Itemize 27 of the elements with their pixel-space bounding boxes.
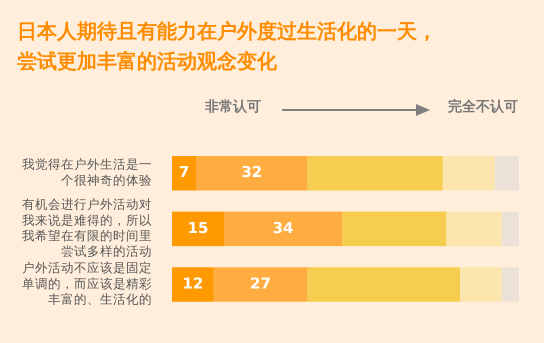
bar [196,156,308,191]
bar [214,267,308,302]
bar [494,156,519,191]
y-tick-label: 有机会进行户外活动对我来说是难得的，所以我希望在有限的时间里尝试多样的活动 [22,196,152,259]
chart-title: 日本人期待且有能力在户外度过生活化的一天，尝试更加丰富的活动观念变化 [17,18,438,75]
bar [502,212,519,246]
bar [442,156,495,191]
bar [307,267,460,302]
data-label: 15 [188,218,208,237]
bar [460,267,502,302]
bar [307,156,443,191]
text: 完全不认可 [448,98,518,116]
y-tick-label: 我觉得在户外生活是一个很神奇的体验 [22,156,152,188]
bar [172,267,214,302]
bar [342,212,446,246]
bar [224,212,342,246]
data-label: 27 [250,274,271,292]
text: 非常认可 [205,98,261,116]
bar [172,156,196,191]
bar [446,212,502,246]
bar [502,267,519,302]
data-label: 32 [241,163,262,182]
bar [172,212,224,246]
data-label: 34 [272,218,294,237]
data-label: 7 [178,163,190,182]
y-tick-label: 户外活动不应该是固定单调的，而应该是精彩丰富的、生活化的 [22,260,152,306]
data-label: 12 [182,274,204,292]
